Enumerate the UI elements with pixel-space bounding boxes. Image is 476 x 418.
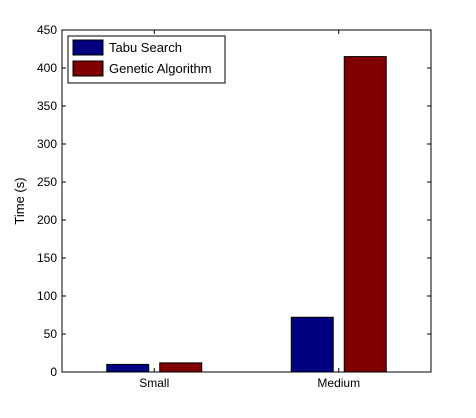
y-tick-label: 200 (37, 213, 57, 227)
bar-genetic-algorithm-small (159, 362, 203, 373)
legend-label-tabu-search: Tabu Search (109, 40, 182, 55)
y-axis: 0 50 100 150 200 250 300 350 400 450 (37, 23, 431, 379)
x-axis: Small Medium (139, 30, 360, 390)
y-tick-label: 50 (44, 327, 58, 341)
x-tick-label: Small (139, 376, 169, 390)
bar-tabu-search-small (106, 363, 150, 373)
bar-genetic-algorithm-medium (343, 56, 387, 373)
y-tick-label: 150 (37, 251, 57, 265)
x-tick-label: Medium (317, 376, 360, 390)
y-tick-label: 250 (37, 175, 57, 189)
legend: Tabu Search Genetic Algorithm (67, 35, 226, 84)
y-axis-label: Time (s) (12, 177, 27, 224)
y-tick-label: 100 (37, 289, 57, 303)
y-tick-label: 300 (37, 137, 57, 151)
legend-label-genetic-algorithm: Genetic Algorithm (109, 61, 212, 76)
bar-tabu-search-medium (290, 316, 334, 373)
plot-frame (61, 29, 432, 373)
y-tick-label: 350 (37, 99, 57, 113)
legend-swatch-genetic-algorithm (72, 60, 104, 77)
y-tick-label: 450 (37, 23, 57, 37)
bars-layer (106, 56, 387, 373)
y-tick-label: 400 (37, 61, 57, 75)
legend-swatch-tabu-search (72, 39, 104, 56)
y-tick-label: 0 (50, 365, 57, 379)
